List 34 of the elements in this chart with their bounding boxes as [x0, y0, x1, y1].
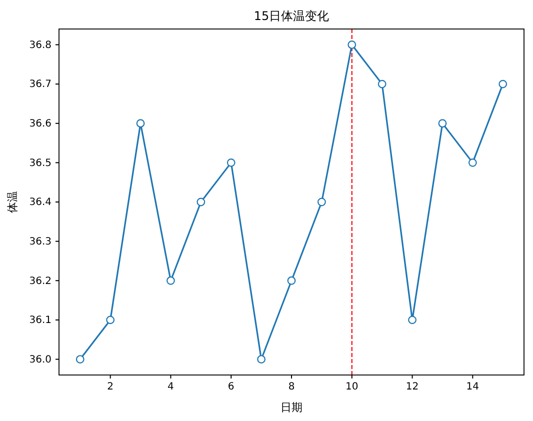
y-tick-label: 36.0 [29, 354, 52, 366]
y-tick-label: 36.3 [29, 236, 52, 248]
y-tick-label: 36.2 [29, 276, 52, 287]
x-tick-label: 2 [107, 382, 114, 393]
point [287, 276, 296, 285]
x-tick-label: 12 [406, 382, 419, 393]
y-tick-label: 36.4 [29, 197, 52, 208]
x-tick-label: 8 [288, 382, 295, 393]
point [317, 198, 326, 206]
point [257, 355, 266, 364]
point [378, 80, 386, 88]
point [468, 158, 477, 167]
point [348, 40, 356, 49]
point [106, 316, 115, 324]
point [196, 198, 206, 206]
point [408, 316, 416, 324]
point [498, 80, 508, 88]
y-tick-label: 36.8 [29, 40, 52, 51]
y-axis-title: 体温 [6, 191, 19, 213]
x-tick-label: 14 [466, 382, 480, 393]
x-axis-title: 日期 [280, 401, 302, 414]
point [226, 158, 236, 167]
point [136, 119, 145, 128]
point [438, 119, 447, 128]
y-tick-label: 36.1 [29, 315, 52, 326]
point [166, 276, 175, 285]
y-tick-label: 36.6 [29, 118, 52, 130]
y-tick-label: 36.5 [29, 158, 52, 169]
y-tick-label: 36.7 [29, 79, 52, 90]
chart-title: 15日体温变化 [254, 9, 330, 23]
x-tick-label: 4 [168, 382, 174, 393]
x-tick-label: 10 [346, 382, 358, 393]
x-tick-label: 6 [228, 382, 234, 393]
point [76, 355, 84, 364]
